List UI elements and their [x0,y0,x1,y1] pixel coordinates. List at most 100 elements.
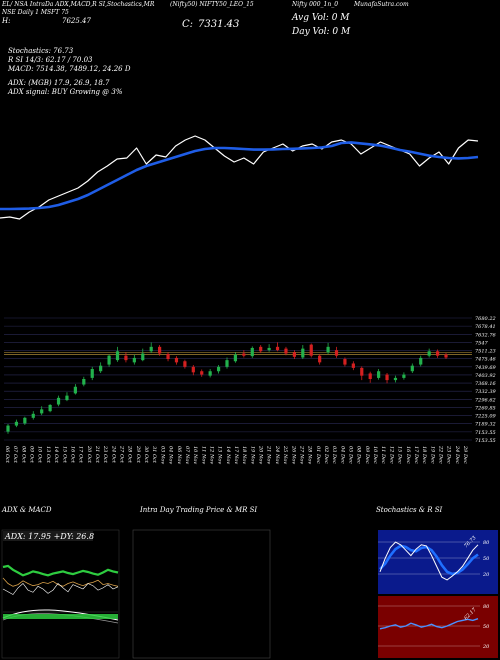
x-tick-label: 03 Nov [159,446,165,464]
candle-body [174,357,179,363]
y-tick-label: 7296.62 [475,397,496,403]
candle-body [82,379,86,385]
rsi-tick-label: 80 [483,604,490,610]
x-tick-label: 02 Dec [323,446,329,464]
y-tick-label: 7153.55 [475,430,496,436]
x-tick-label: 20 Oct [86,445,92,464]
stoch-tick-label: 80 [483,540,490,546]
source-line-2: NSE Daily 1 MSFT 75 [2,9,69,16]
x-tick-label: 25 Nov [282,445,288,464]
macd-histogram [3,614,118,619]
candle-body [191,366,195,373]
rsi-tick-label: 50 [483,624,490,630]
adx-readout: ADX: (MGB) 17.9, 26.9, 18.7 [8,79,110,87]
candle-body [56,397,61,405]
candle-body [368,373,372,379]
y-tick-label: 7225.09 [475,414,496,420]
candle-body [124,355,128,361]
x-tick-label: 08 Dec [356,446,362,464]
rsi-readout: R SI 14/3: 62.17 / 70.03 [8,56,93,64]
website-label: MunafaSutra.com [354,1,409,8]
x-tick-label: 13 Oct [45,446,51,464]
x-tick-label: 24 Nov [274,445,280,464]
y-tick-label: 7511.23 [475,349,496,355]
candle-body [343,359,347,365]
x-tick-label: 07 Nov [184,446,190,464]
price-line-chart [0,135,479,220]
candle-body [216,366,221,372]
x-tick-label: 12 Dec [388,446,394,464]
x-tick-label: 11 Nov [200,446,206,464]
x-tick-label: 24 Oct [110,445,116,464]
candlestick-chart: 7680.22 7678.41 7632.76 7547 7511.23 7475.46 7… [4,316,496,464]
candle-body [301,348,305,358]
candle-body [200,371,204,375]
candle-body [402,374,406,378]
stoch-panel-bg [378,530,498,594]
candle-body [309,344,313,356]
adx-line [2,564,119,577]
candle-body [292,352,296,357]
x-tick-label: 14 Oct [53,446,59,464]
x-tick-label: 09 Dec [364,446,370,464]
x-tick-label: 12 Nov [208,446,214,464]
candle-body [6,425,10,432]
candle-body [48,404,52,412]
candle-body [435,351,440,356]
x-tick-label: 16 Dec [405,446,411,464]
x-tick-label: 10 Dec [372,446,378,464]
candle-body [233,354,238,362]
x-tick-label: 06 Oct [4,446,10,464]
rsi-tick-label: 20 [482,644,490,650]
x-tick-label: 17 Dec [413,446,419,464]
candle-body [393,377,398,381]
candle-body [99,365,103,372]
adx-signal-readout: ADX signal: BUY Growing @ 3% [8,88,123,96]
x-tick-label: 19 Dec [429,446,435,464]
adx-macd-title: ADX & MACD [2,506,52,514]
intraday-panel-frame [132,529,271,659]
rsi-line [379,618,479,630]
close-label: C: [182,19,194,30]
candle-body [377,371,381,378]
x-tick-label: 04 Dec [339,446,345,464]
candle-body [259,346,263,352]
y-tick-label: 7153.55 [475,438,496,444]
avg-vol-label: Avg Vol: 0 M [292,13,350,23]
candle-body [208,371,212,376]
candle-body [90,369,94,378]
moving-average-line [0,141,479,211]
candle-body [40,409,44,414]
adx-annotation-bg [3,531,93,541]
candle-body [360,367,364,376]
x-tick-label: 27 Oct [119,445,125,464]
y-tick-label: 7368.16 [475,381,496,387]
y-tick-label: 7260.85 [475,405,496,411]
x-tick-label: 14 Nov [225,446,231,464]
x-tick-label: 29 Oct [135,445,141,464]
candle-body [183,361,187,367]
x-tick-label: 03 Dec [331,446,337,464]
candle-body [141,353,145,361]
y-tick-label: 7680.22 [475,316,496,322]
x-tick-label: 19 Nov [249,446,255,464]
high-value: 7625.47 [62,17,91,25]
intraday-title: Intra Day Trading Price & MR SI [140,506,258,514]
x-tick-label: 17 Oct [78,446,84,464]
x-tick-label: 23 Oct [102,445,108,464]
candle-body [419,357,423,365]
candle-body [14,421,19,426]
day-vol-label: Day Vol: 0 M [292,27,351,37]
candle-body [385,374,389,381]
macd-readout: MACD: 7514.38, 7489.12, 24.26 D [8,65,131,73]
candle-body [158,346,162,354]
candle-body [351,363,355,368]
x-tick-label: 18 Nov [241,446,247,464]
x-tick-label: 15 Oct [61,446,67,464]
x-tick-label: 27 Nov [298,445,304,464]
x-tick-label: 13 Nov [217,446,223,464]
candle-body [132,357,136,363]
candle-body [250,347,254,357]
x-tick-label: 31 Oct [151,446,157,464]
candle-body [444,354,448,358]
